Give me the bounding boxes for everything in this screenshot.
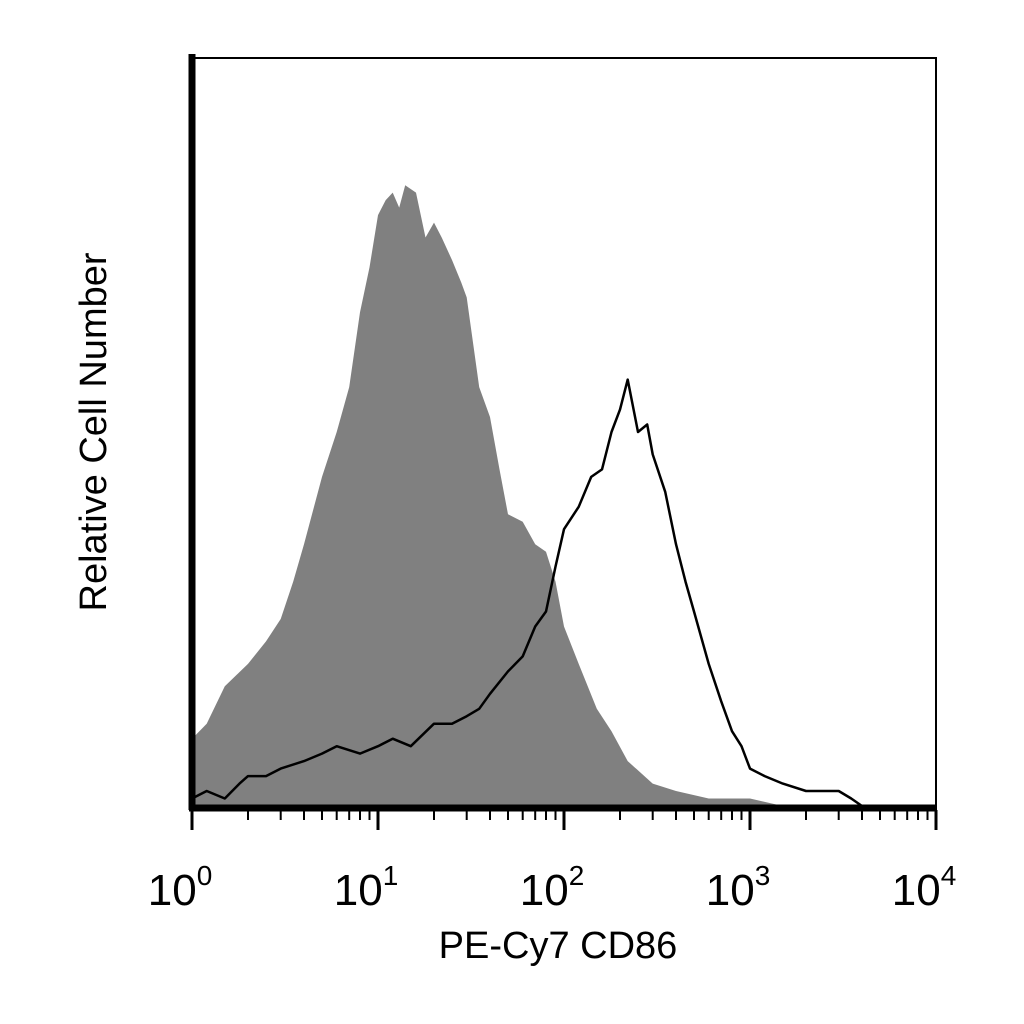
outline-histogram-series — [191, 378, 863, 808]
filled-histogram-series — [192, 185, 783, 806]
x-tick-label: 100 — [148, 860, 213, 915]
x-axis-title: PE-Cy7 CD86 — [439, 925, 678, 967]
x-tick-exponent: 0 — [197, 860, 213, 891]
x-tick-label: 104 — [892, 860, 957, 915]
x-tick-exponent: 2 — [569, 860, 585, 891]
y-axis-title: Relative Cell Number — [73, 252, 115, 611]
x-axis-tick-labels: 100 101 102 103 104 — [148, 860, 957, 915]
x-tick-exponent: 3 — [755, 860, 771, 891]
x-tick-base: 10 — [892, 866, 941, 915]
x-tick-exponent: 4 — [941, 860, 957, 891]
x-tick-exponent: 1 — [383, 860, 399, 891]
x-tick-label: 103 — [706, 860, 771, 915]
x-tick-base: 10 — [334, 866, 383, 915]
x-tick-label: 102 — [520, 860, 585, 915]
plot-area — [191, 185, 863, 808]
x-tick-base: 10 — [148, 866, 197, 915]
x-axis-ticks — [190, 810, 938, 830]
x-tick-label: 101 — [334, 860, 399, 915]
x-tick-base: 10 — [520, 866, 569, 915]
x-tick-base: 10 — [706, 866, 755, 915]
